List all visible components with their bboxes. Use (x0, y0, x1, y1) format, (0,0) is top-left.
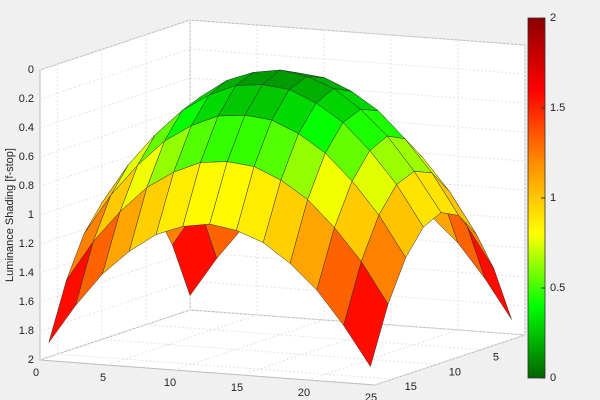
surface-face (343, 261, 389, 367)
z-tick-label: 1.6 (19, 296, 34, 308)
z-tick-label: 0.8 (19, 180, 34, 192)
z-tick-label: 0.6 (19, 151, 34, 163)
y-tick-label: 15 (405, 381, 417, 393)
z-tick-label: 0.4 (19, 122, 34, 134)
colorbar-tick-label: 0 (550, 372, 556, 384)
z-tick-label: 1.4 (19, 267, 34, 279)
x-tick-label: 5 (100, 372, 106, 384)
x-tick-label: 25 (365, 392, 377, 400)
z-tick-label: 2 (28, 354, 34, 366)
colorbar-tick-label: 0.5 (550, 282, 565, 294)
x-tick-label: 15 (231, 382, 243, 394)
z-tick-label: 1.2 (19, 238, 34, 250)
z-tick-label: 1.8 (19, 325, 34, 337)
y-tick-label: 10 (449, 366, 461, 378)
x-tick-label: 0 (33, 367, 39, 379)
colorbar-tick-label: 1 (550, 192, 556, 204)
z-axis-label: Luminance Shading [f-stop] (4, 148, 16, 282)
z-tick-label: 0 (28, 64, 34, 76)
colorbar-tick-label: 2 (550, 12, 556, 24)
colorbar-tick-label: 1.5 (550, 102, 565, 114)
x-tick-label: 20 (298, 387, 310, 399)
z-tick-label: 1 (28, 209, 34, 221)
z-tick-label: 0.2 (19, 93, 34, 105)
y-tick-label: 5 (493, 352, 499, 364)
x-tick-label: 10 (164, 377, 176, 389)
